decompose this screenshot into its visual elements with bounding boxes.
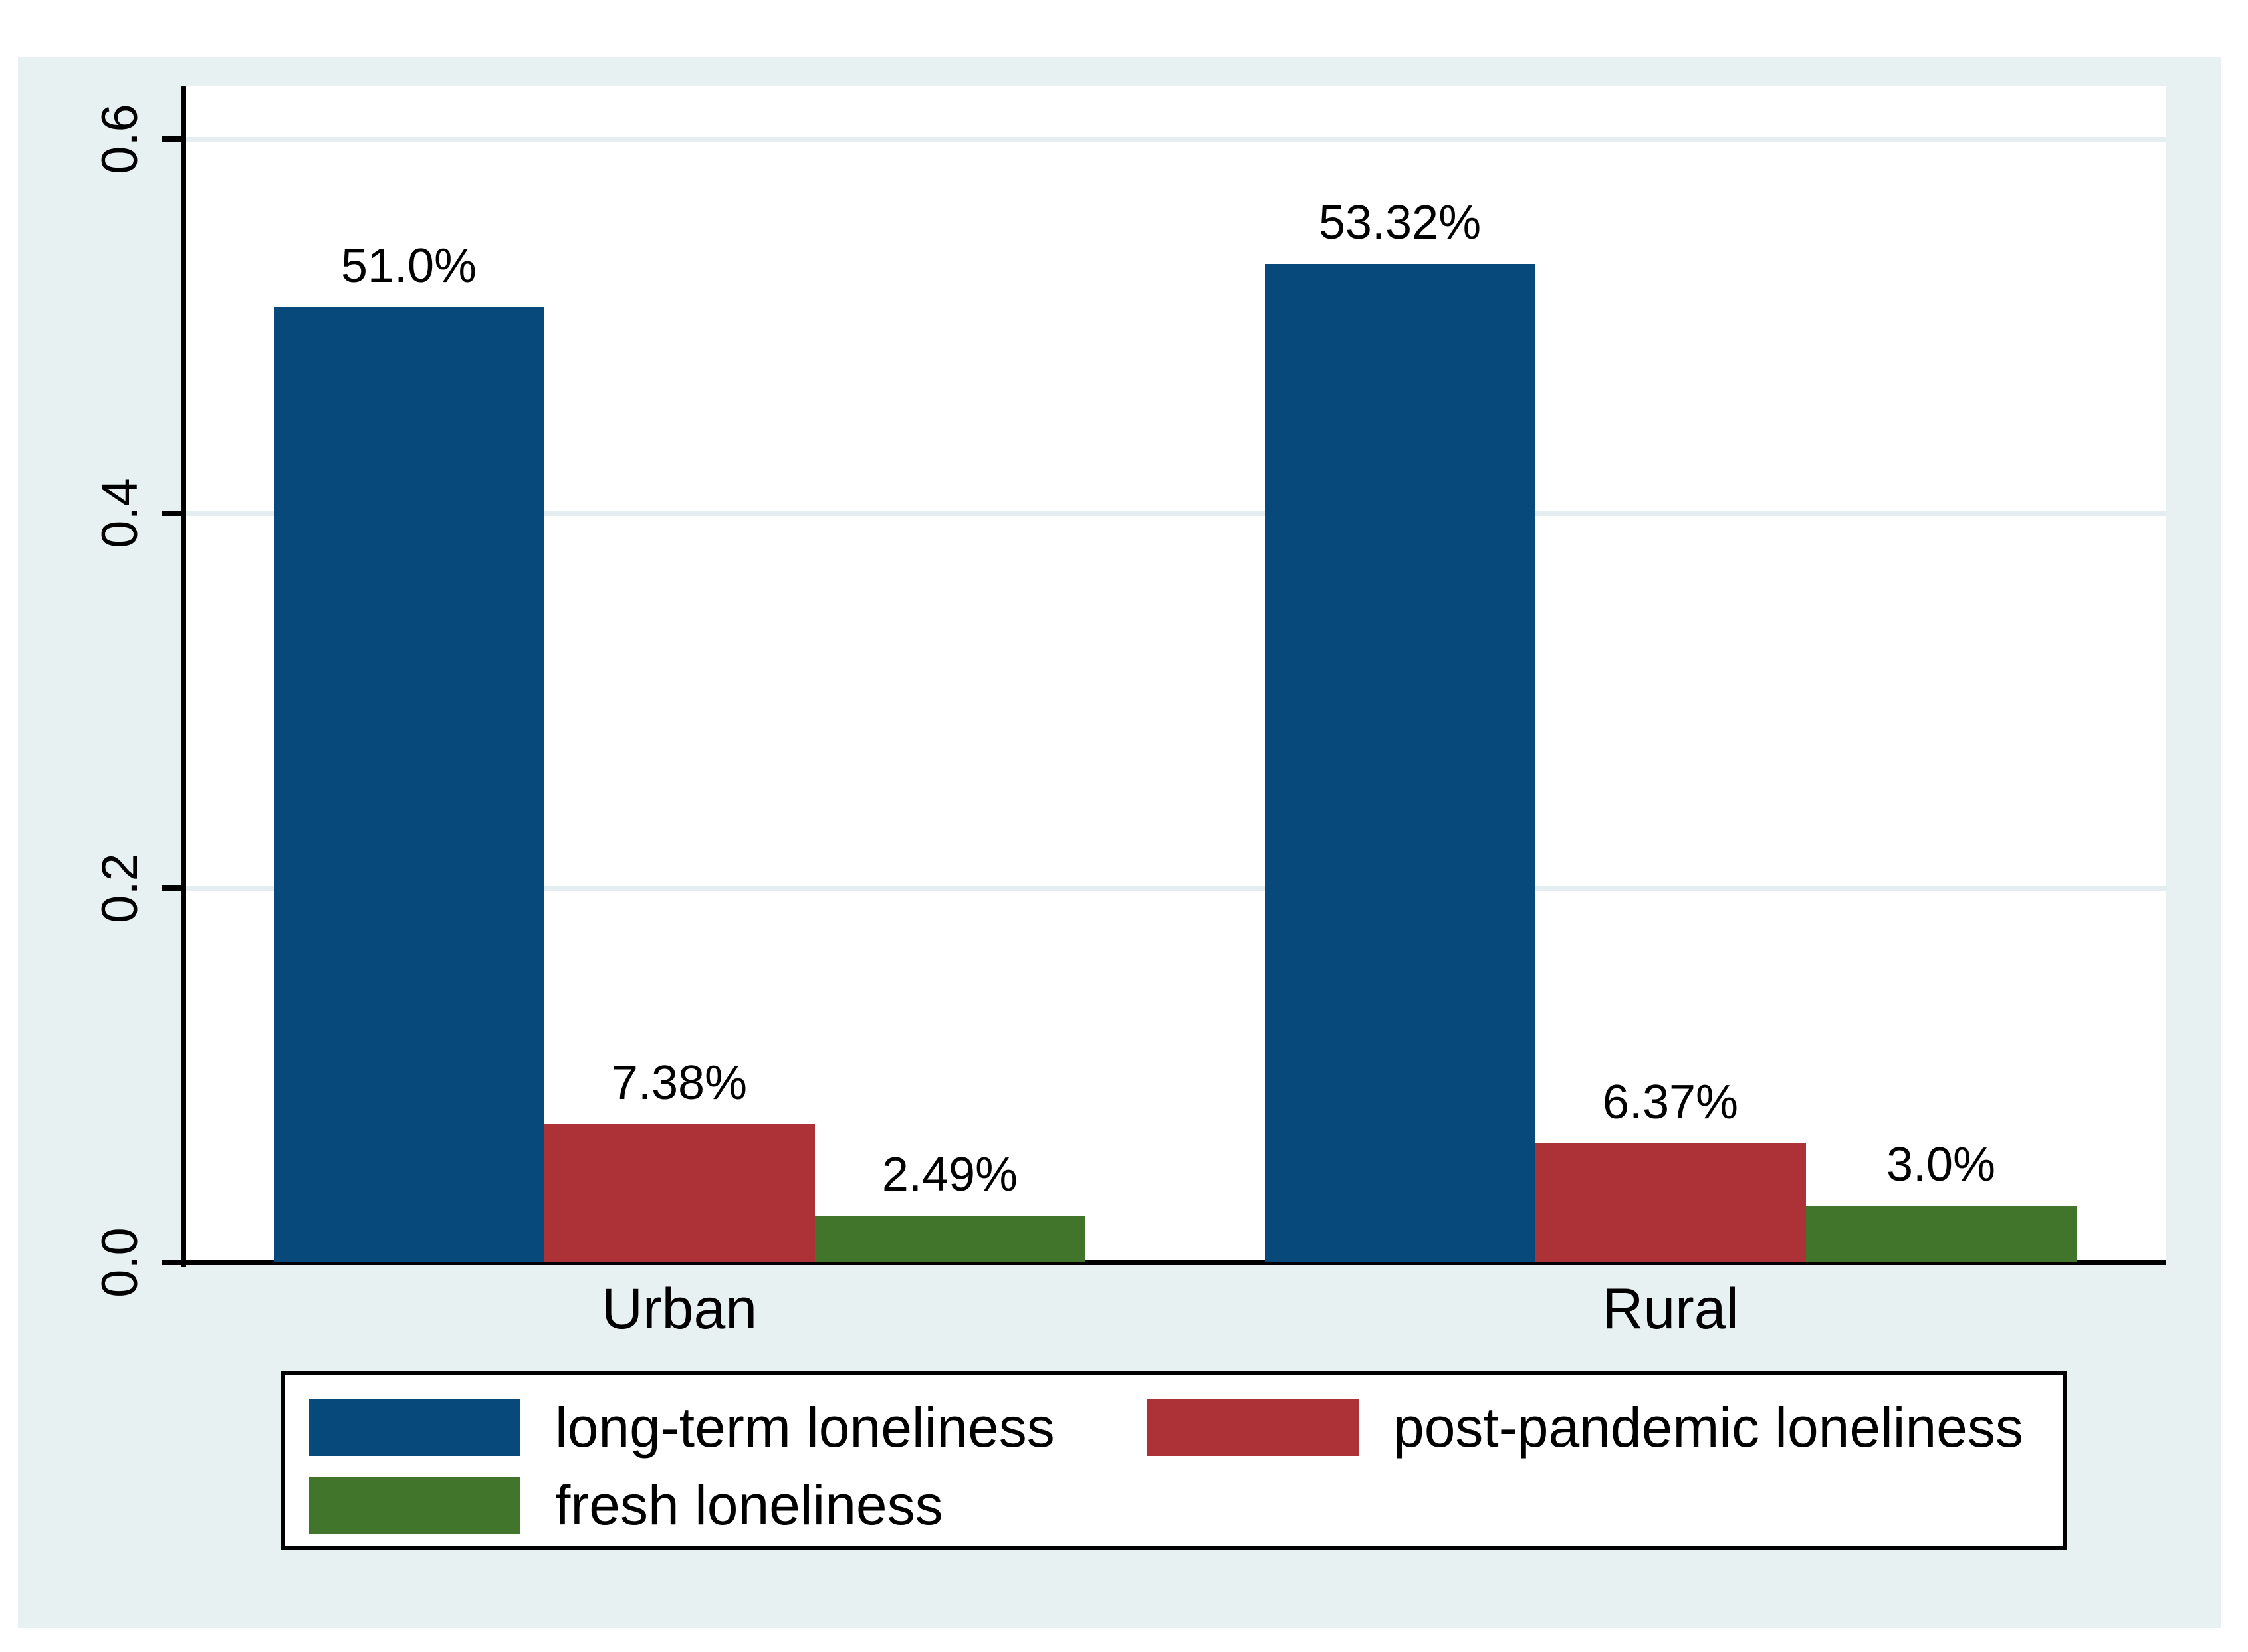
bar-value-label: 51.0% — [340, 239, 477, 293]
legend-swatch-post-pandemic-loneliness — [1147, 1399, 1359, 1456]
bar-fresh-loneliness-urban — [814, 1215, 1085, 1262]
legend-item: post-pandemic loneliness — [1147, 1396, 2023, 1459]
bar-value-label: 7.38% — [611, 1056, 748, 1110]
y-gridline — [186, 136, 2166, 142]
y-axis-tick — [162, 885, 184, 891]
bar-fresh-loneliness-rural — [1805, 1206, 2077, 1262]
bar-post-pandemic-loneliness-urban — [544, 1124, 815, 1262]
legend-item: fresh loneliness — [309, 1474, 943, 1536]
legend-label: long-term loneliness — [555, 1396, 1055, 1459]
x-category-label-urban: Urban — [601, 1276, 758, 1341]
y-gridline — [186, 511, 2166, 517]
legend-label: post-pandemic loneliness — [1393, 1396, 2023, 1459]
y-axis-line — [181, 86, 186, 1267]
bar-value-label: 3.0% — [1886, 1138, 1996, 1192]
bar-value-label: 6.37% — [1602, 1075, 1739, 1129]
bar-long-term-loneliness-urban — [273, 307, 544, 1262]
bar-value-label: 53.32% — [1318, 196, 1482, 250]
legend-item: long-term loneliness — [309, 1396, 1055, 1459]
x-axis-line — [162, 1260, 2166, 1265]
y-tick-label: 0.6 — [91, 104, 148, 174]
y-gridline — [186, 885, 2166, 891]
legend-label: fresh loneliness — [555, 1474, 943, 1536]
chart-canvas: 0.0 0.2 0.4 0.6 51.0% 7.38% 2.49% Urban 53.32% 6.… — [18, 57, 2221, 1628]
y-tick-label: 0.2 — [91, 852, 148, 923]
legend: long-term loneliness post-pandemic loneli… — [281, 1371, 2067, 1550]
y-tick-label: 0.0 — [91, 1227, 148, 1298]
legend-swatch-fresh-loneliness — [309, 1477, 520, 1534]
y-axis-tick — [162, 511, 184, 517]
y-tick-label: 0.4 — [91, 478, 148, 549]
bar-value-label: 2.49% — [881, 1147, 1018, 1201]
x-category-label-rural: Rural — [1602, 1276, 1739, 1341]
y-axis-tick — [162, 136, 184, 142]
bar-post-pandemic-loneliness-rural — [1535, 1143, 1806, 1262]
legend-swatch-long-term-loneliness — [309, 1399, 520, 1456]
bar-long-term-loneliness-rural — [1264, 264, 1535, 1262]
